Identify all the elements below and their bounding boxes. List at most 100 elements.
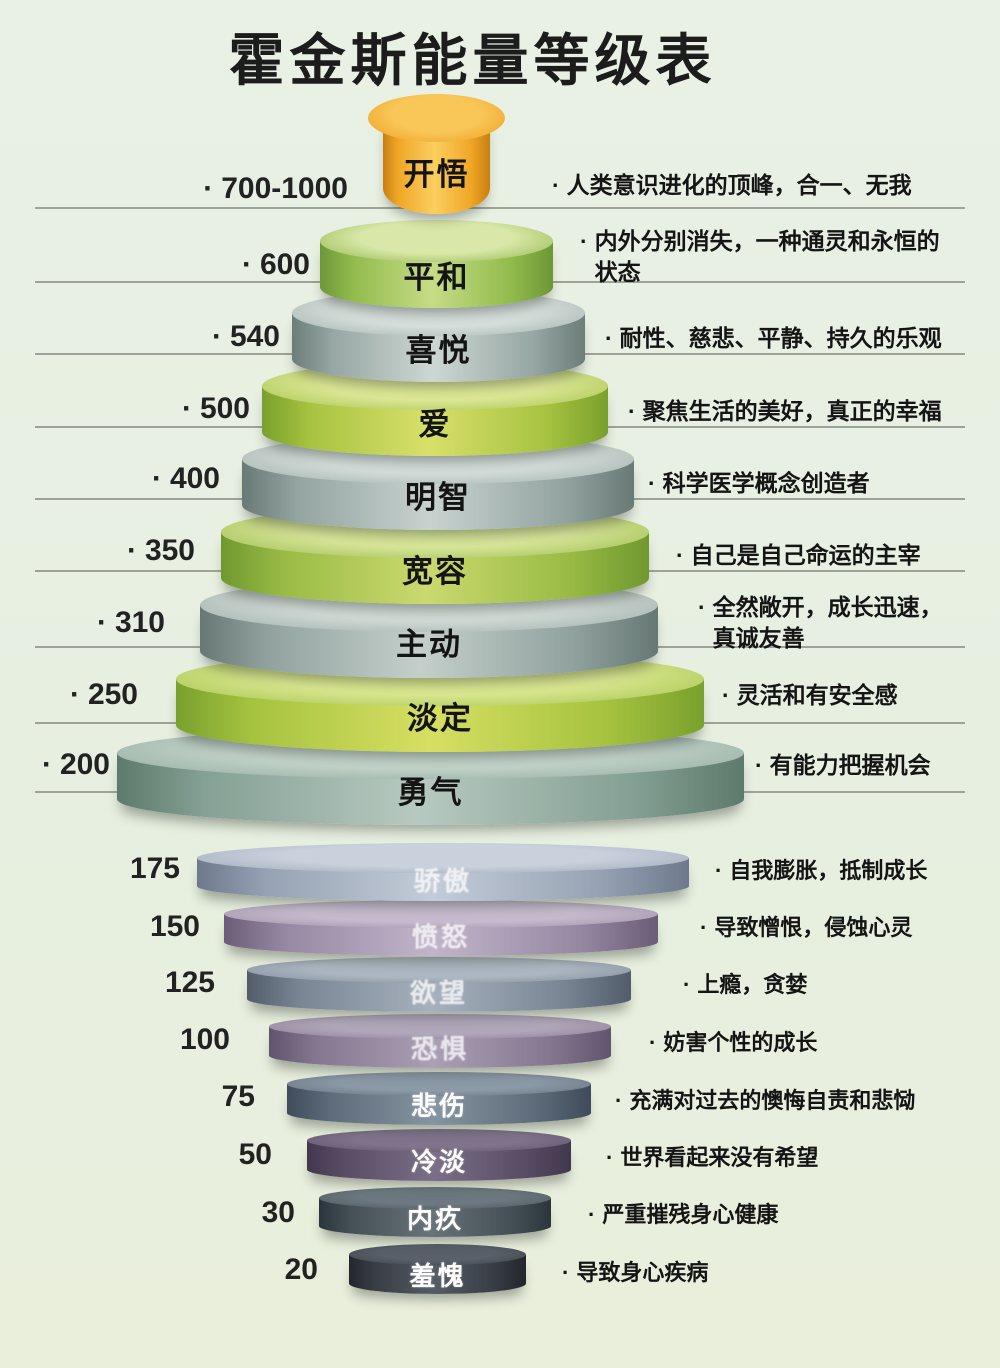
value-peace: · 600 <box>180 248 310 282</box>
value-enlightenment: · 700-1000 <box>180 172 348 206</box>
value-reason: · 400 <box>90 462 220 496</box>
value-shame: 20 <box>198 1253 318 1287</box>
desc-text: 自己是自己命运的主宰 <box>690 542 921 568</box>
value-text: 540 <box>229 320 280 353</box>
cylinder-top <box>319 1187 551 1209</box>
value-text: 350 <box>144 534 195 567</box>
desc-joy: · 耐性、慈悲、平静、持久的乐观 <box>605 323 942 354</box>
desc-text: 妨害个性的成长 <box>663 1030 818 1055</box>
bullet-dot: · <box>562 1260 570 1285</box>
label-shame: 羞愧 <box>409 1260 466 1291</box>
label-pride: 骄傲 <box>413 866 472 896</box>
desc-willingness: · 全然敞开，成长迅速， 真诚友善 <box>698 592 943 654</box>
cylinder-top <box>307 1129 571 1152</box>
cylinder-pride: 骄傲 <box>197 843 689 901</box>
separator-line <box>35 207 965 209</box>
value-text: 175 <box>129 852 180 885</box>
bullet-dot: · <box>552 172 560 198</box>
value-text: 700-1000 <box>221 172 348 205</box>
cylinder-apathy: 冷淡 <box>307 1129 571 1181</box>
bullet-dot: · <box>715 858 723 883</box>
value-neutrality: · 250 <box>8 678 138 712</box>
value-courage: · 200 <box>0 748 110 782</box>
desc-text: 导致身心疾病 <box>576 1260 709 1285</box>
desc-text: 自我膨胀，抵制成长 <box>729 858 928 883</box>
desc-text: 有能力把握机会 <box>769 752 931 778</box>
desc-text: 聚焦生活的美好，真正的幸福 <box>642 398 942 424</box>
label-desire: 欲望 <box>409 977 468 1008</box>
desc-text: 耐性、慈悲、平静、持久的乐观 <box>619 325 942 351</box>
desc-text: 上瘾，贪婪 <box>697 972 808 997</box>
desc-reason: · 科学医学概念创造者 <box>648 468 870 499</box>
bullet-dot: · <box>648 470 656 496</box>
bullet-dot: · <box>588 1202 596 1227</box>
cylinder-enlightenment: 开悟 <box>368 94 505 216</box>
label-enlightenment: 开悟 <box>403 156 470 192</box>
value-guilt: 30 <box>175 1196 295 1230</box>
cylinder-top <box>320 220 553 262</box>
cylinder-guilt: 内疚 <box>319 1187 551 1237</box>
cylinder-top <box>269 1014 611 1039</box>
bullet-dot: · <box>41 748 52 781</box>
bullet-dot: · <box>126 534 137 567</box>
value-text: 30 <box>261 1196 295 1229</box>
desc-apathy: · 世界看起来没有希望 <box>606 1143 818 1173</box>
desc-grief: · 充满对过去的懊悔自责和悲恸 <box>615 1086 915 1116</box>
value-text: 50 <box>238 1138 272 1171</box>
label-neutrality: 淡定 <box>407 701 473 736</box>
bullet-dot: · <box>722 682 730 708</box>
label-courage: 勇气 <box>397 774 464 810</box>
desc-text: 灵活和有安全感 <box>736 682 898 708</box>
label-love: 爱 <box>418 406 452 442</box>
page-title: 霍金斯能量等级表 <box>228 29 717 92</box>
value-text: 250 <box>87 678 138 711</box>
bullet-dot: · <box>628 398 636 424</box>
desc-fear: · 妨害个性的成长 <box>649 1028 817 1058</box>
desc-shame: · 导致身心疾病 <box>562 1258 708 1288</box>
bullet-dot: · <box>698 594 706 620</box>
desc-desire: · 上瘾，贪婪 <box>683 970 807 1000</box>
label-anger: 愤怒 <box>411 921 470 952</box>
value-fear: 100 <box>110 1023 230 1057</box>
label-joy: 喜悦 <box>405 333 472 368</box>
value-text: 500 <box>199 392 250 425</box>
value-text: 310 <box>114 606 165 639</box>
bullet-dot: · <box>580 228 588 254</box>
value-willingness: · 310 <box>35 606 165 640</box>
desc-courage: · 有能力把握机会 <box>755 750 931 781</box>
value-text: 200 <box>59 748 110 781</box>
value-anger: 150 <box>80 910 200 944</box>
value-text: 150 <box>149 910 200 943</box>
value-joy: · 540 <box>150 320 280 354</box>
label-apathy: 冷淡 <box>410 1147 467 1178</box>
bullet-dot: · <box>606 1145 614 1170</box>
label-peace: 平和 <box>403 260 470 295</box>
value-text: 75 <box>221 1080 255 1113</box>
bullet-dot: · <box>151 462 162 495</box>
label-reason: 明智 <box>405 480 471 515</box>
cylinder-top <box>368 94 505 142</box>
bullet-dot: · <box>211 320 222 353</box>
desc-guilt: · 严重摧残身心健康 <box>588 1200 778 1230</box>
label-guilt: 内疚 <box>406 1204 463 1234</box>
bullet-dot: · <box>700 915 708 940</box>
desc-text: 科学医学概念创造者 <box>662 470 870 496</box>
cylinder-grief: 悲伤 <box>287 1072 591 1125</box>
desc-text: 充满对过去的懊悔自责和悲恸 <box>629 1088 916 1113</box>
bullet-dot: · <box>649 1030 657 1055</box>
desc-pride: · 自我膨胀，抵制成长 <box>715 856 927 886</box>
desc-text: 导致憎恨，侵蚀心灵 <box>714 915 913 940</box>
desc-acceptance: · 自己是自己命运的主宰 <box>676 540 921 571</box>
value-text: 600 <box>259 248 310 281</box>
desc-text: 全然敞开，成长迅速， 真诚友善 <box>712 594 943 652</box>
value-text: 20 <box>284 1253 318 1286</box>
cylinder-anger: 愤怒 <box>224 900 658 956</box>
bullet-dot: · <box>683 972 691 997</box>
bullet-dot: · <box>755 752 763 778</box>
value-acceptance: · 350 <box>65 534 195 568</box>
desc-text: 内外分别消失，一种通灵和永恒的 状态 <box>594 228 940 286</box>
desc-text: 人类意识进化的顶峰，合一、无我 <box>566 172 912 198</box>
desc-love: · 聚焦生活的美好，真正的幸福 <box>628 396 942 427</box>
cylinder-top <box>197 843 689 873</box>
